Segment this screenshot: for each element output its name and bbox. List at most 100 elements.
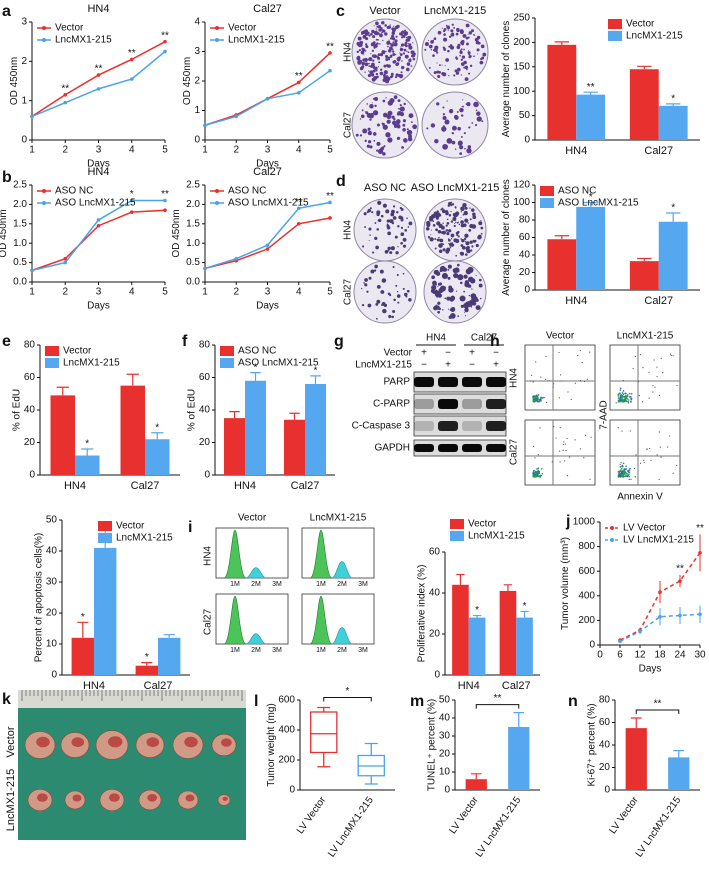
colony (447, 264, 452, 269)
panel-label: j (565, 513, 570, 530)
event (628, 402, 630, 404)
colony (406, 128, 409, 131)
event (630, 478, 632, 480)
colony (398, 74, 404, 79)
y-tick-label: 200 (513, 37, 530, 48)
colony (455, 221, 457, 224)
error-bar (520, 610, 529, 618)
colony (447, 308, 450, 310)
x-tick-label: 30 (694, 650, 706, 661)
colony (407, 136, 413, 142)
colony (446, 25, 450, 29)
colony (412, 42, 414, 44)
colony (447, 268, 450, 271)
event (658, 394, 661, 396)
y-tick-label: 0 (524, 135, 530, 146)
colony (392, 27, 396, 31)
colony (446, 296, 451, 301)
column-label: Vector (238, 513, 267, 524)
colony (356, 50, 359, 54)
y-tick-label: 40 (199, 405, 211, 416)
y-tick-label: 20 (519, 267, 531, 278)
colony (403, 102, 406, 106)
event (658, 478, 660, 481)
colony (442, 267, 448, 272)
colony (400, 32, 403, 35)
colony (375, 317, 378, 320)
y-tick-label: 0 (604, 785, 610, 796)
colony (463, 48, 465, 51)
event (656, 376, 658, 378)
colony (387, 137, 393, 143)
colony (460, 304, 464, 308)
colony (402, 128, 406, 132)
colony (395, 35, 398, 38)
colony (377, 66, 379, 68)
colony (359, 134, 363, 137)
legend-label: LncMX1-215 (116, 533, 173, 544)
y-tick-label: 40 (599, 740, 611, 751)
point (698, 612, 702, 617)
y-tick-label: 80 (24, 340, 36, 351)
colony (406, 50, 408, 53)
colony (393, 121, 397, 126)
colony (448, 214, 452, 217)
x-tick-label: 3M (272, 581, 282, 588)
bar (71, 637, 94, 675)
colony (407, 226, 410, 228)
g1-peak (309, 529, 333, 579)
colony (427, 40, 429, 42)
point (328, 216, 332, 220)
y-tick-label: 60 (24, 372, 36, 383)
colony (480, 226, 484, 230)
event (534, 457, 536, 459)
colony (400, 208, 404, 211)
colony (441, 230, 446, 235)
point (658, 614, 662, 619)
colony (396, 112, 400, 116)
colony (401, 60, 403, 62)
colony (458, 223, 461, 226)
tumor-vessel (222, 796, 228, 801)
x-tick-label: 4 (129, 287, 135, 298)
legend-label: Vector (55, 23, 84, 34)
event (553, 383, 555, 385)
y-tick-label: 0 (21, 135, 27, 146)
row-label: HN4 (203, 546, 214, 566)
event (624, 400, 626, 403)
colony (442, 248, 446, 252)
point (129, 198, 134, 203)
error-bar (56, 386, 69, 396)
event (535, 396, 537, 399)
colony (382, 39, 384, 42)
colony (402, 52, 406, 55)
colony (392, 50, 395, 53)
event (621, 394, 623, 397)
bar (245, 380, 266, 475)
significance: ** (295, 71, 303, 82)
legend-swatch (98, 521, 112, 531)
point (328, 200, 332, 205)
colony (369, 234, 371, 236)
event (658, 431, 660, 433)
colony (459, 29, 464, 33)
colony (474, 239, 477, 243)
colony (451, 125, 457, 131)
colony (397, 108, 400, 110)
colony (463, 274, 468, 279)
colony (406, 217, 408, 220)
colony (366, 103, 369, 105)
colony (368, 65, 371, 68)
point (129, 77, 134, 81)
colony (388, 314, 392, 319)
colony (387, 56, 391, 59)
colony (373, 66, 375, 69)
x-tick-label: 5 (327, 287, 333, 298)
colony (463, 290, 466, 293)
bar (576, 206, 606, 290)
colony (396, 294, 401, 298)
colony (374, 264, 378, 269)
colony (361, 50, 365, 53)
colony (442, 309, 444, 311)
event (541, 472, 544, 475)
